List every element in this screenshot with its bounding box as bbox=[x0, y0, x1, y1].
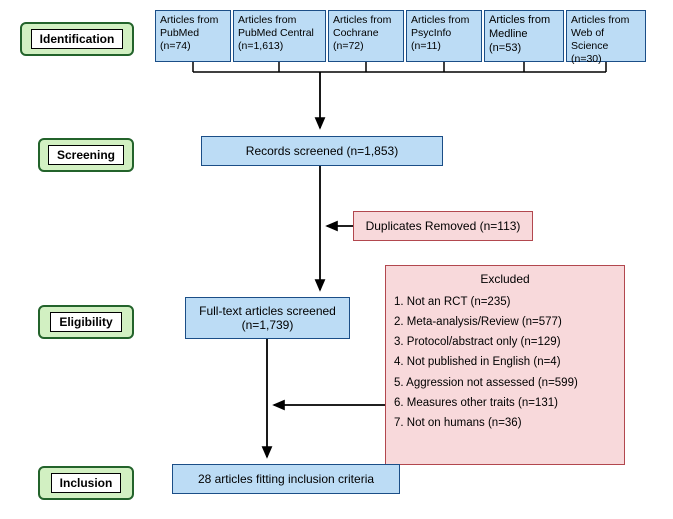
excluded-item: 3. Protocol/abstract only (n=129) bbox=[394, 332, 616, 352]
fulltext-screened-box: Full-text articles screened (n=1,739) bbox=[185, 297, 350, 339]
excluded-item: 4. Not published in English (n=4) bbox=[394, 352, 616, 372]
source-pubmed: Articles from PubMed (n=74) bbox=[155, 10, 231, 62]
source-text: PubMed bbox=[160, 27, 199, 39]
source-text: Science (n=30) bbox=[571, 40, 608, 65]
stage-inclusion: Inclusion bbox=[38, 466, 134, 500]
source-cochrane: Articles from Cochrane (n=72) bbox=[328, 10, 404, 62]
fulltext-line1: Full-text articles screened bbox=[199, 304, 336, 318]
excluded-item: 6. Measures other traits (n=131) bbox=[394, 393, 616, 413]
duplicates-removed-box: Duplicates Removed (n=113) bbox=[353, 211, 533, 241]
duplicates-text: Duplicates Removed (n=113) bbox=[366, 219, 521, 233]
records-screened-box: Records screened (n=1,853) bbox=[201, 136, 443, 166]
source-text: Articles from bbox=[411, 14, 469, 26]
excluded-list: 1. Not an RCT (n=235) 2. Meta-analysis/R… bbox=[394, 292, 616, 433]
excluded-item: 2. Meta-analysis/Review (n=577) bbox=[394, 312, 616, 332]
included-box: 28 articles fitting inclusion criteria bbox=[172, 464, 400, 494]
excluded-title: Excluded bbox=[394, 272, 616, 286]
stage-screening-label: Screening bbox=[48, 145, 124, 165]
stage-eligibility: Eligibility bbox=[38, 305, 134, 339]
source-psycinfo: Articles from PsycInfo (n=11) bbox=[406, 10, 482, 62]
source-text: (n=1,613) bbox=[238, 40, 283, 52]
excluded-item: 7. Not on humans (n=36) bbox=[394, 413, 616, 433]
source-text: Articles from bbox=[333, 14, 391, 26]
stage-inclusion-label: Inclusion bbox=[51, 473, 122, 493]
source-pubmed-central: Articles from PubMed Central (n=1,613) bbox=[233, 10, 326, 62]
stage-screening: Screening bbox=[38, 138, 134, 172]
source-text: Web of bbox=[571, 27, 604, 39]
stage-identification-label: Identification bbox=[31, 29, 124, 49]
source-text: (n=11) bbox=[411, 40, 441, 52]
source-text: Articles from bbox=[489, 14, 550, 26]
source-text: PsycInfo bbox=[411, 27, 451, 39]
source-web-of-science: Articles from Web of Science (n=30) bbox=[566, 10, 646, 62]
source-text: (n=74) bbox=[160, 40, 191, 52]
prisma-flow-diagram: Identification Screening Eligibility Inc… bbox=[0, 0, 673, 519]
source-medline: Articles from Medline (n=53) bbox=[484, 10, 564, 62]
source-text: PubMed Central bbox=[238, 27, 314, 39]
source-text: Articles from bbox=[571, 14, 629, 26]
fulltext-line2: (n=1,739) bbox=[242, 318, 294, 332]
stage-identification: Identification bbox=[20, 22, 134, 56]
excluded-item: 1. Not an RCT (n=235) bbox=[394, 292, 616, 312]
source-text: Articles from bbox=[160, 14, 218, 26]
excluded-box: Excluded 1. Not an RCT (n=235) 2. Meta-a… bbox=[385, 265, 625, 465]
source-text: Articles from bbox=[238, 14, 296, 26]
source-text: (n=53) bbox=[489, 42, 521, 54]
source-text: Medline bbox=[489, 28, 528, 40]
source-text: (n=72) bbox=[333, 40, 364, 52]
stage-eligibility-label: Eligibility bbox=[50, 312, 121, 332]
excluded-item: 5. Aggression not assessed (n=599) bbox=[394, 373, 616, 393]
source-text: Cochrane bbox=[333, 27, 379, 39]
records-screened-text: Records screened (n=1,853) bbox=[246, 144, 398, 158]
included-text: 28 articles fitting inclusion criteria bbox=[198, 472, 374, 486]
